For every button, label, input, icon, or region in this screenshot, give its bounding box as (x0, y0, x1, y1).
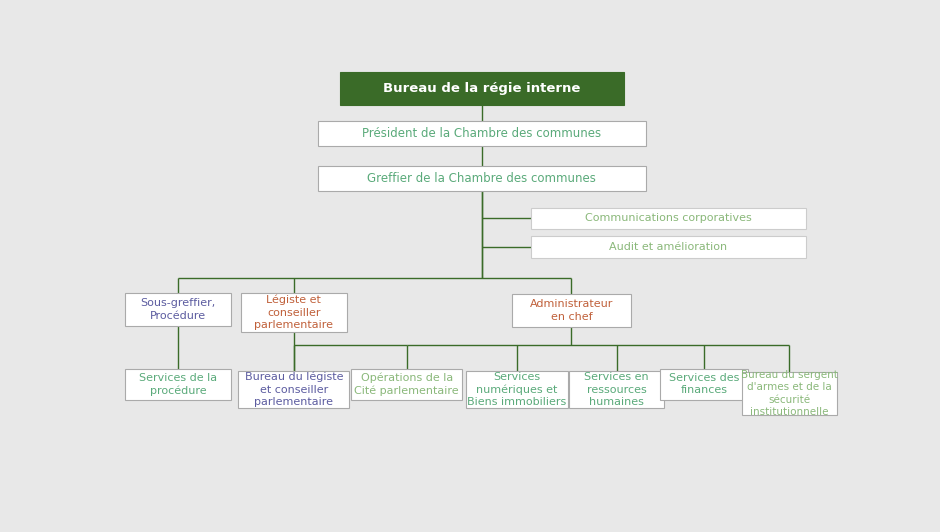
Text: Bureau du légiste
et conseiller
parlementaire: Bureau du légiste et conseiller parlemen… (244, 372, 343, 407)
FancyBboxPatch shape (352, 369, 462, 400)
FancyBboxPatch shape (530, 207, 806, 229)
FancyBboxPatch shape (241, 293, 347, 332)
FancyBboxPatch shape (125, 293, 231, 326)
Text: Légiste et
conseiller
parlementaire: Légiste et conseiller parlementaire (255, 295, 334, 330)
Text: Communications corporatives: Communications corporatives (585, 213, 752, 223)
FancyBboxPatch shape (125, 369, 231, 400)
FancyBboxPatch shape (570, 371, 664, 408)
Text: Opérations de la
Cité parlementaire: Opérations de la Cité parlementaire (354, 372, 459, 396)
FancyBboxPatch shape (239, 371, 349, 408)
FancyBboxPatch shape (465, 371, 568, 408)
FancyBboxPatch shape (339, 72, 624, 105)
FancyBboxPatch shape (318, 166, 646, 191)
Text: Président de la Chambre des communes: Président de la Chambre des communes (362, 127, 602, 140)
Text: Services des
finances: Services des finances (668, 373, 739, 395)
Text: Greffier de la Chambre des communes: Greffier de la Chambre des communes (368, 172, 596, 185)
Text: Services en
ressources
humaines: Services en ressources humaines (585, 372, 649, 407)
Text: Services de la
procédure: Services de la procédure (139, 372, 217, 396)
Text: Bureau du sergent
d'armes et de la
sécurité
institutionnelle: Bureau du sergent d'armes et de la sécur… (741, 370, 838, 417)
FancyBboxPatch shape (742, 372, 837, 415)
FancyBboxPatch shape (530, 236, 806, 257)
Text: Bureau de la régie interne: Bureau de la régie interne (384, 82, 580, 95)
Text: Audit et amélioration: Audit et amélioration (609, 242, 728, 252)
FancyBboxPatch shape (318, 121, 646, 146)
FancyBboxPatch shape (660, 369, 747, 400)
Text: Sous-greffier,
Procédure: Sous-greffier, Procédure (140, 298, 215, 321)
FancyBboxPatch shape (512, 294, 631, 327)
Text: Administrateur
en chef: Administrateur en chef (529, 299, 613, 322)
Text: Services
numériques et
Biens immobiliers: Services numériques et Biens immobiliers (467, 372, 566, 407)
